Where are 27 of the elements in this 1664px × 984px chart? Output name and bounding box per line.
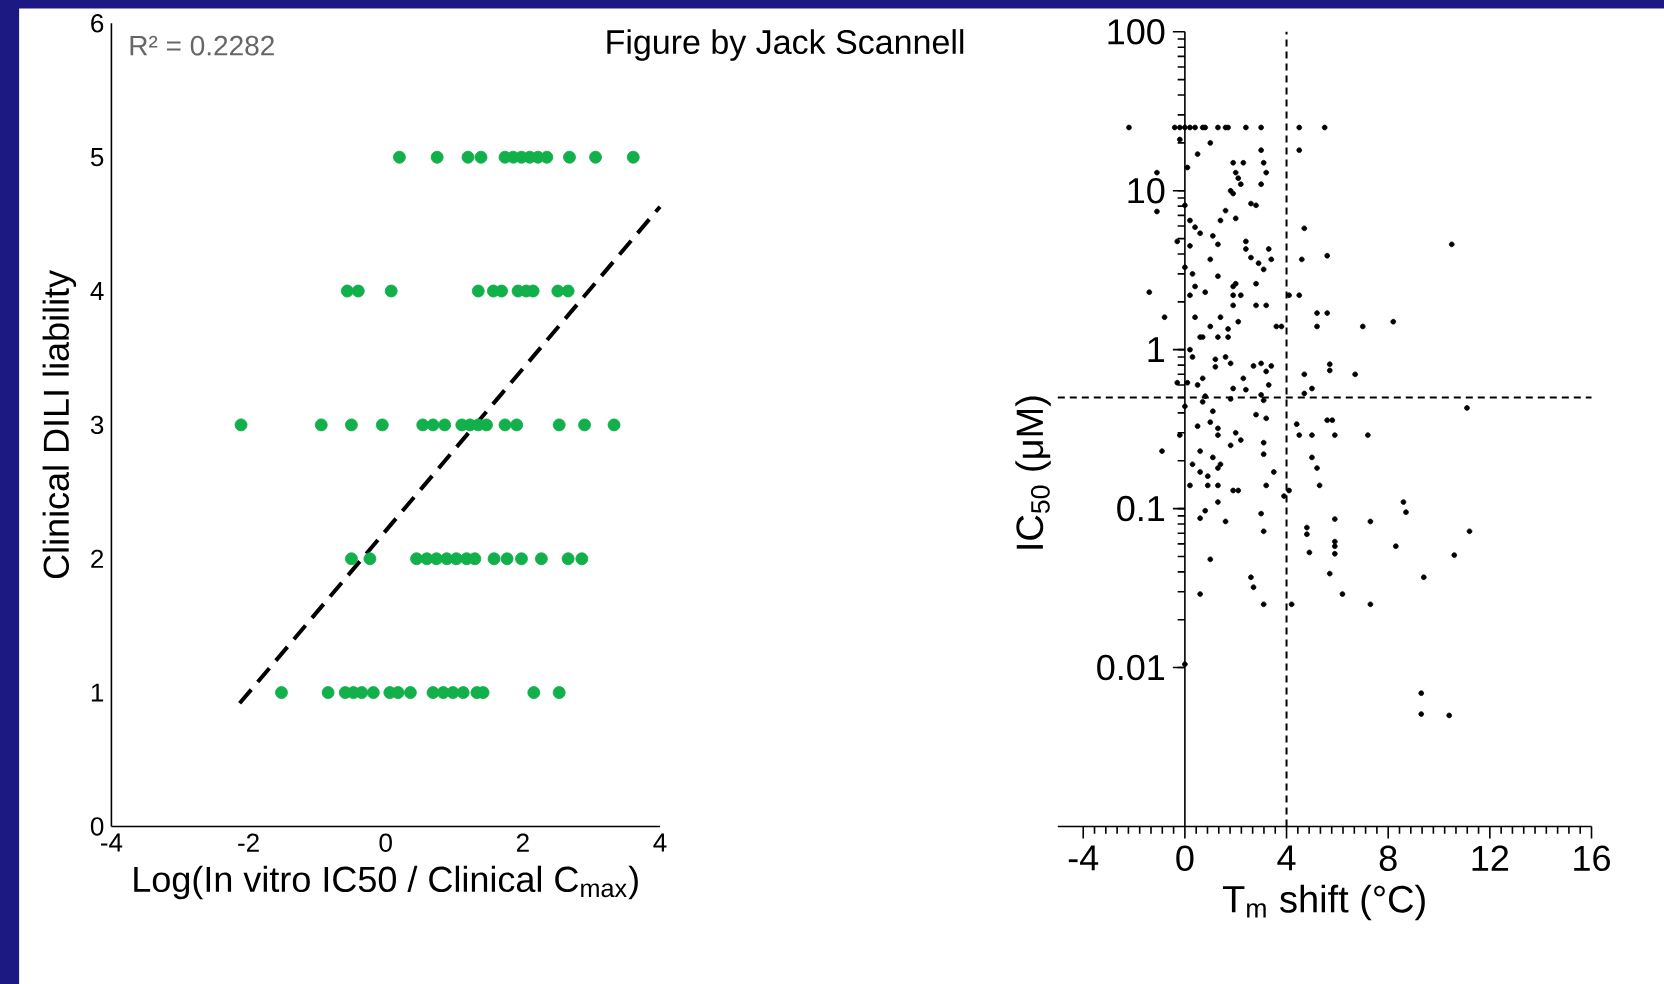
x-tick-label: 0 xyxy=(379,833,392,852)
x-tick-label: 4 xyxy=(1277,845,1296,871)
x-tick-label: 8 xyxy=(1379,845,1397,872)
y-tick-label: 1 xyxy=(91,683,104,702)
y-tick-label: 3 xyxy=(90,415,104,435)
annotation: Figure by Jack Scannell xyxy=(607,29,964,61)
x-tick-label: 4 xyxy=(653,833,667,852)
x-tick-label: -2 xyxy=(238,833,259,852)
y-tick-label: 1 xyxy=(1148,337,1165,363)
y-tick-label: 10 xyxy=(1128,177,1165,204)
y-tick-label: 4 xyxy=(90,282,104,300)
y-tick-label: 2 xyxy=(91,549,104,568)
y-tick-label: 0.1 xyxy=(1117,495,1165,522)
x-tick-label: 0 xyxy=(1176,845,1194,872)
x-axis-title: Log(In vitro IC50 / Clinical C$_{max}$) xyxy=(134,865,638,900)
x-tick-label: 2 xyxy=(516,833,529,852)
x-tick-label: 12 xyxy=(1472,845,1509,871)
y-axis-title: IC$_{50}$ (μM) xyxy=(1015,396,1051,549)
x-axis-title: T$_{m}$ shift (°C) xyxy=(1222,884,1425,921)
y-tick-label: 0.01 xyxy=(1097,654,1165,681)
y-tick-label: 6 xyxy=(91,14,104,33)
y-tick-label: 100 xyxy=(1108,19,1165,45)
y-axis-title: Clinical DILI liability xyxy=(42,270,77,579)
x-tick-label: 16 xyxy=(1574,845,1610,872)
annotation: R² = 0.2282 xyxy=(130,35,274,56)
y-tick-label: 5 xyxy=(90,148,104,167)
x-tick-label: -4 xyxy=(1068,845,1099,871)
